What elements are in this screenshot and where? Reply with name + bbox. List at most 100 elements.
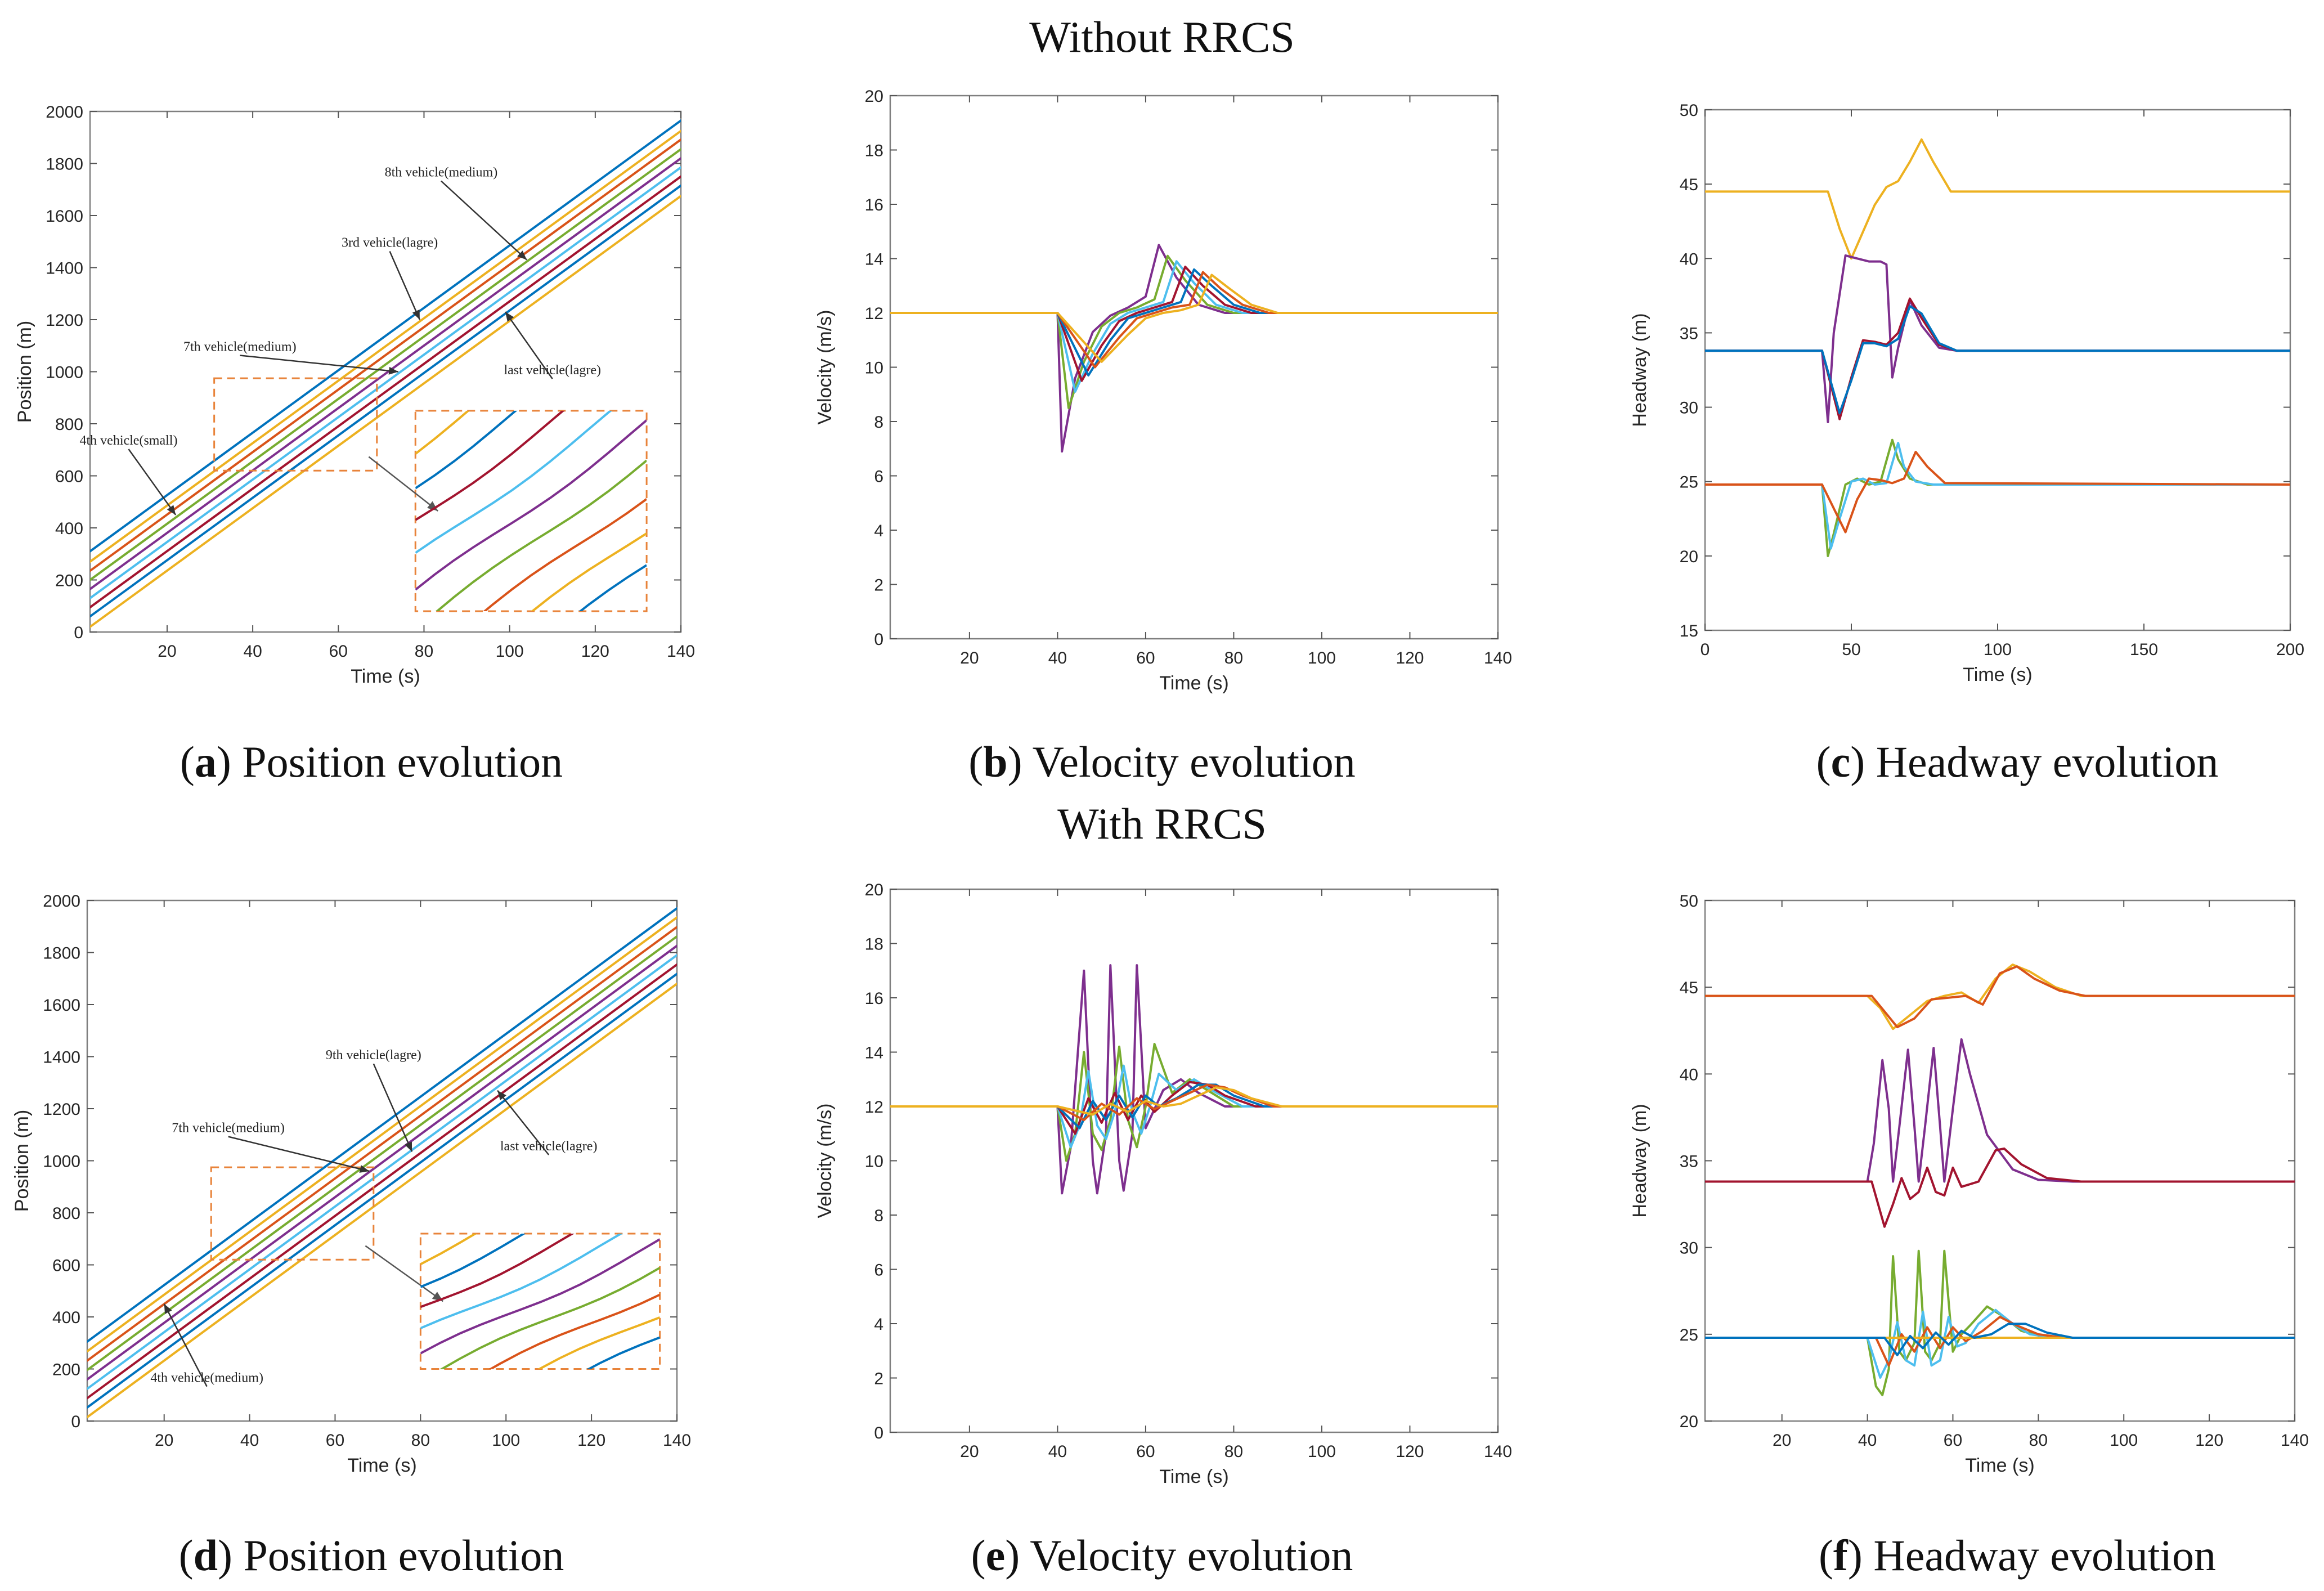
x-tick-label: 80 <box>1224 649 1243 667</box>
x-tick-label: 60 <box>326 1431 344 1450</box>
y-tick-label: 16 <box>865 989 883 1008</box>
x-tick-label: 100 <box>496 642 524 661</box>
annotation-arrow <box>389 250 421 320</box>
annotation-label: 3rd vehicle(lagre) <box>342 236 438 250</box>
chart-a: 20 40 60 80 100 120 14002004006008001000120014… <box>14 103 695 687</box>
y-tick-label: 18 <box>865 142 883 160</box>
y-tick-label: 800 <box>55 415 83 434</box>
x-tick-label: 100 <box>1308 649 1336 667</box>
heading-with-rrcs: With RRCS <box>1057 799 1267 848</box>
y-tick-label: 0 <box>874 1424 883 1442</box>
series-line <box>1705 1147 2295 1228</box>
heading-without-rrcs: Without RRCS <box>1029 12 1294 61</box>
x-tick-label: 20 <box>960 649 979 667</box>
chart-c: 0 50 100 150 200 15 20 25 30 35 40 45 50 Time (s) Head… <box>1629 101 2304 685</box>
zoom-arrow <box>365 1245 444 1302</box>
inset-series-line <box>537 1316 660 1369</box>
x-tick-label: 140 <box>2281 1431 2309 1450</box>
y-tick-label: 16 <box>865 196 883 214</box>
series-line <box>1705 1249 2295 1396</box>
y-tick-label: 35 <box>1680 1153 1698 1171</box>
y-tick-label: 10 <box>865 1153 883 1171</box>
series-line <box>90 138 681 572</box>
y-tick-label: 30 <box>1680 1239 1698 1258</box>
y-tick-label: 12 <box>865 1098 883 1117</box>
y-tick-label: 0 <box>71 1413 80 1431</box>
inset-series-line <box>483 498 647 611</box>
x-tick-label: 100 <box>1308 1442 1336 1461</box>
caption-letter: f <box>1833 1531 1849 1580</box>
y-axis-label: Position (m) <box>11 1110 33 1212</box>
y-tick-label: 1800 <box>46 155 83 174</box>
series-line <box>1705 442 2290 550</box>
caption-letter: c <box>1831 737 1851 786</box>
annotation-arrow-head <box>412 310 420 320</box>
x-tick-label: 200 <box>2276 640 2304 659</box>
annotation-arrow-head <box>388 366 398 375</box>
y-tick-label: 15 <box>1680 622 1698 640</box>
x-tick-label: 40 <box>243 642 262 661</box>
x-axis-label: Time (s) <box>351 666 420 687</box>
x-tick-label: 40 <box>240 1431 259 1450</box>
annotation-label: last vehicle(lagre) <box>504 363 601 378</box>
y-tick-label: 20 <box>1680 1413 1698 1431</box>
x-tick-label: 150 <box>2130 640 2158 659</box>
series-line <box>890 1081 1498 1135</box>
annotation-label: 4th vehicle(medium) <box>150 1371 263 1386</box>
x-tick-label: 80 <box>415 642 433 661</box>
series-group <box>890 244 1498 453</box>
caption-letter: a <box>195 737 217 786</box>
y-tick-label: 50 <box>1680 892 1698 911</box>
caption-open-paren: ( <box>968 737 983 786</box>
inset-series-line <box>435 459 647 611</box>
series-line <box>890 1064 1498 1149</box>
inset-series-line <box>439 1266 660 1369</box>
y-tick-label: 1200 <box>46 311 83 330</box>
y-tick-label: 1000 <box>46 364 83 382</box>
x-axis-label: Time (s) <box>1159 673 1228 694</box>
inset-series-line <box>420 1234 623 1329</box>
x-axis-label: Time (s) <box>1963 664 2032 685</box>
series-line <box>90 184 681 618</box>
y-tick-label: 8 <box>874 413 883 432</box>
y-tick-label: 1800 <box>43 944 80 963</box>
y-tick-label: 25 <box>1680 1326 1698 1344</box>
caption-open-paren: ( <box>1816 737 1831 786</box>
annotation-arrow <box>228 1136 370 1172</box>
y-tick-label: 1000 <box>43 1153 80 1171</box>
series-line <box>87 916 677 1353</box>
x-tick-label: 140 <box>663 1431 691 1450</box>
inset-series-line <box>578 564 647 611</box>
caption-text: ) Headway evolution <box>1848 1531 2216 1580</box>
y-tick-label: 25 <box>1680 473 1698 492</box>
inset-series-line <box>586 1336 660 1369</box>
y-tick-label: 4 <box>874 1315 883 1334</box>
chart-f: 20 40 60 80 100 120 140 20 25 30 35 40 45 50 Time (s) H… <box>1629 892 2309 1476</box>
annotation-arrow <box>163 1303 208 1387</box>
inset-series-line <box>420 1234 478 1266</box>
y-tick-label: 20 <box>865 881 883 899</box>
series-line <box>90 129 681 563</box>
y-tick-label: 0 <box>74 624 83 642</box>
x-tick-label: 100 <box>1984 640 2012 659</box>
series-line <box>1705 297 2290 420</box>
annotation-label: 7th vehicle(medium) <box>172 1121 285 1136</box>
caption-text: ) Headway evolution <box>1850 737 2218 786</box>
panel-captions: (a) Position evolution (b) Velocity evolu… <box>179 737 2219 1580</box>
y-axis-label: Headway (m) <box>1629 313 1650 427</box>
inset-series-line <box>420 1238 660 1355</box>
y-axis-label: Headway (m) <box>1629 1104 1650 1217</box>
annotation-arrow-head <box>497 1090 506 1100</box>
y-tick-label: 20 <box>1680 548 1698 566</box>
y-tick-label: 30 <box>1680 399 1698 418</box>
y-tick-label: 40 <box>1680 1065 1698 1084</box>
x-tick-label: 100 <box>2110 1431 2138 1450</box>
y-tick-label: 400 <box>55 519 83 538</box>
series-group <box>90 119 681 628</box>
caption-b: (b) Velocity evolution <box>968 737 1356 786</box>
x-axis-label: Time (s) <box>1159 1466 1228 1487</box>
y-tick-label: 2 <box>874 1370 883 1388</box>
x-tick-label: 20 <box>158 642 176 661</box>
y-tick-label: 200 <box>55 572 83 590</box>
y-tick-label: 600 <box>55 468 83 486</box>
